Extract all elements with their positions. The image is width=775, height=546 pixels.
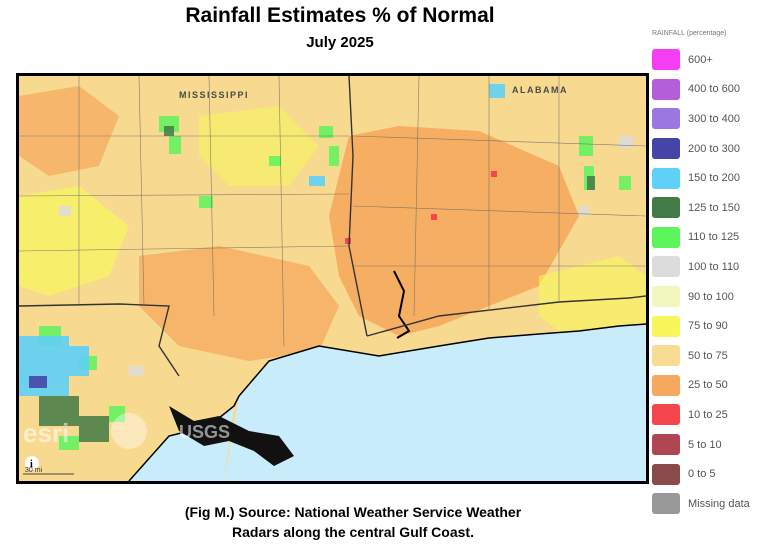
legend-item: 75 to 90 <box>652 311 772 341</box>
rainfall-legend: RAINFALL (percentage) 600+ 400 to 600 300 … <box>652 30 772 519</box>
legend-item: 25 to 50 <box>652 371 772 401</box>
legend-label: 5 to 10 <box>688 438 722 451</box>
legend-item: 100 to 110 <box>652 252 772 282</box>
rainfall-zone-25-50-northwest <box>19 86 119 176</box>
rainfall-map[interactable]: MISSISSIPPI ALABAMA esri USGS i 30 mi <box>16 73 649 484</box>
legend-label: 600+ <box>688 53 713 66</box>
legend-label: 50 to 75 <box>688 349 728 362</box>
county-boundaries <box>19 76 646 347</box>
legend-swatch <box>652 49 680 71</box>
state-label-mississippi: MISSISSIPPI <box>179 90 249 100</box>
rainfall-zone-25-50-central <box>139 246 339 361</box>
legend-swatch <box>652 108 680 130</box>
legend-label: 90 to 100 <box>688 290 734 303</box>
legend-rows: 600+ 400 to 600 300 to 400 200 to 300 150 to… <box>652 45 772 519</box>
info-icon-glyph: i <box>30 459 33 470</box>
legend-item: Missing data <box>652 489 772 519</box>
legend-label: 300 to 400 <box>688 112 740 125</box>
legend-swatch <box>652 167 680 189</box>
legend-item: 400 to 600 <box>652 75 772 105</box>
rainfall-zone-75-90-west <box>19 186 129 296</box>
legend-item: 10 to 25 <box>652 400 772 430</box>
state-boundary-ms-al <box>348 76 368 337</box>
scale-bar-label: 30 mi <box>25 467 43 474</box>
map-canvas[interactable]: MISSISSIPPI ALABAMA esri USGS i 30 mi <box>19 76 646 481</box>
legend-title: RAINFALL (percentage) <box>652 30 727 37</box>
legend-item: 5 to 10 <box>652 430 772 460</box>
rainfall-zone-75-90-north <box>199 106 319 186</box>
legend-label: 150 to 200 <box>688 172 740 185</box>
legend-item: 150 to 200 <box>652 163 772 193</box>
legend-swatch <box>652 286 680 308</box>
legend-swatch <box>652 404 680 426</box>
usgs-logo: USGS <box>179 422 230 442</box>
legend-label: 400 to 600 <box>688 83 740 96</box>
legend-swatch <box>652 434 680 456</box>
esri-logo: esri <box>23 418 69 448</box>
mobile-bay-river <box>393 270 411 339</box>
noaa-logo-icon <box>111 413 147 449</box>
legend-label: 110 to 125 <box>688 231 740 244</box>
rainfall-zone-125-150 <box>39 126 595 442</box>
figure-caption: (Fig M.) Source: National Weather Servic… <box>120 502 586 542</box>
legend-swatch <box>652 315 680 337</box>
legend-label: 125 to 150 <box>688 201 740 214</box>
legend-label: 200 to 300 <box>688 142 740 155</box>
info-icon[interactable] <box>25 456 39 470</box>
legend-label: 0 to 5 <box>688 468 716 481</box>
legend-label: 75 to 90 <box>688 320 728 333</box>
rainfall-zone-25-50-east <box>329 126 579 336</box>
legend-item: 90 to 100 <box>652 282 772 312</box>
state-label-alabama: ALABAMA <box>512 85 568 95</box>
legend-item: 600+ <box>652 45 772 75</box>
legend-swatch <box>652 345 680 367</box>
legend-swatch <box>652 138 680 160</box>
legend-item: 300 to 400 <box>652 104 772 134</box>
legend-label: Missing data <box>688 497 750 510</box>
legend-swatch <box>652 226 680 248</box>
legend-item: 0 to 5 <box>652 459 772 489</box>
legend-label: 100 to 110 <box>688 260 740 273</box>
gulf-water <box>224 324 646 481</box>
rainfall-zone-10-25 <box>345 171 497 244</box>
caption-line-2: Radars along the central Gulf Coast. <box>232 524 474 540</box>
page-title: Rainfall Estimates % of Normal <box>185 4 495 27</box>
legend-swatch <box>652 493 680 515</box>
caption-line-1: (Fig M.) Source: National Weather Servic… <box>184 504 522 520</box>
river-delta <box>169 406 294 466</box>
legend-item: 200 to 300 <box>652 134 772 164</box>
rainfall-zone-200-300 <box>29 376 47 388</box>
state-boundary-la-ms <box>19 303 180 377</box>
legend-label: 10 to 25 <box>688 408 728 421</box>
legend-label: 25 to 50 <box>688 379 728 392</box>
legend-item: 110 to 125 <box>652 223 772 253</box>
legend-item: 125 to 150 <box>652 193 772 223</box>
legend-swatch <box>652 78 680 100</box>
legend-swatch <box>652 463 680 485</box>
legend-swatch <box>652 256 680 278</box>
page-subtitle: July 2025 <box>306 34 374 51</box>
legend-swatch <box>652 374 680 396</box>
coastal-water-west <box>129 406 234 481</box>
rainfall-zone-75-90-east <box>539 256 646 346</box>
legend-swatch <box>652 197 680 219</box>
legend-item: 50 to 75 <box>652 341 772 371</box>
